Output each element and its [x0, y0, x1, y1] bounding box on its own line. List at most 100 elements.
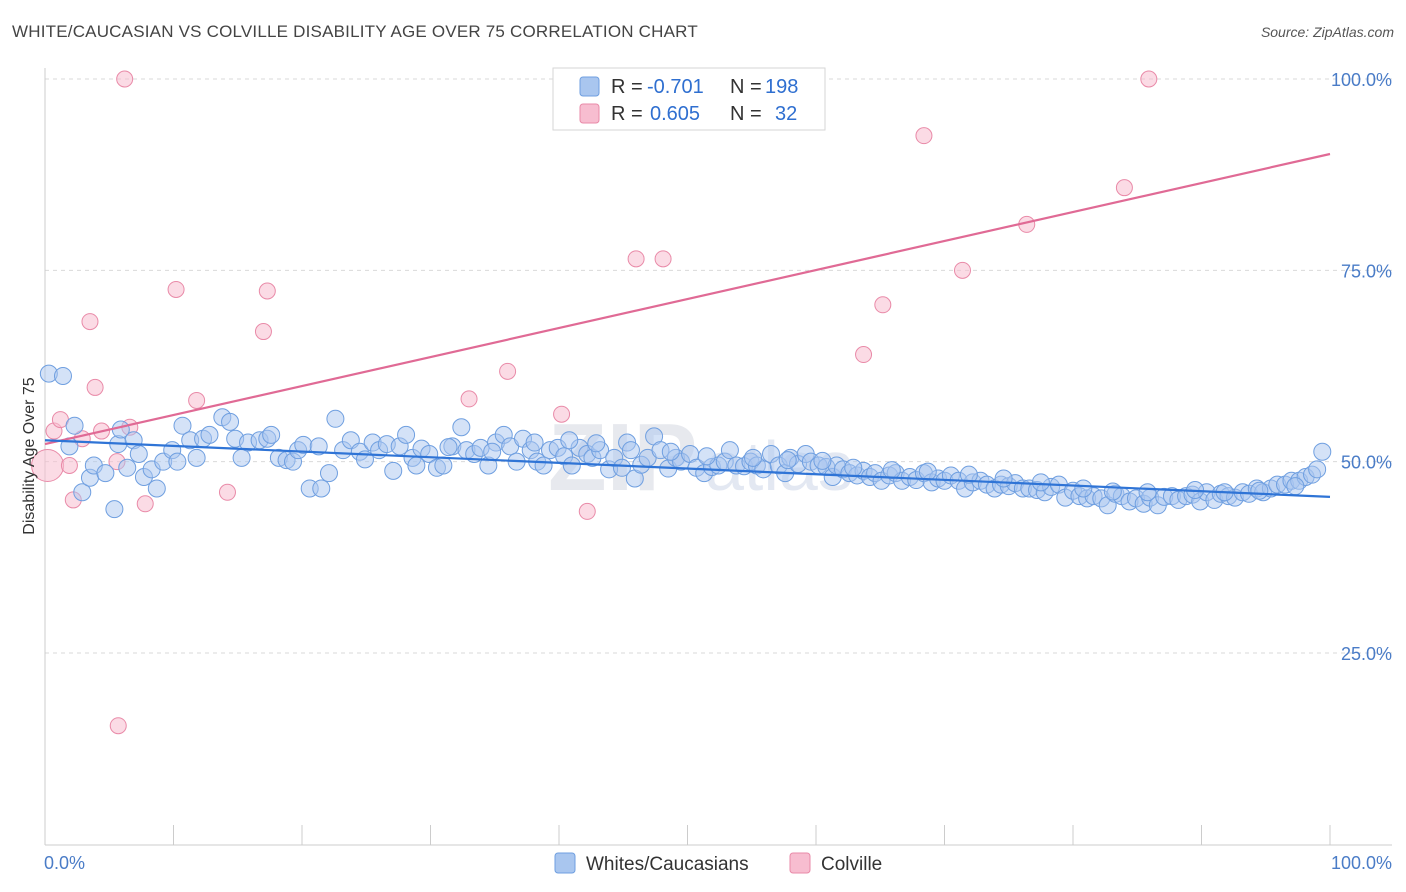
whites-point: [105, 500, 124, 519]
colville-point: [460, 390, 478, 408]
whites-point: [697, 447, 716, 466]
whites-point: [434, 456, 453, 475]
whites-point: [309, 437, 328, 456]
legend-r-value-colville: 0.605: [650, 103, 700, 125]
colville-point: [254, 323, 272, 341]
whites-point: [173, 416, 192, 435]
colville-point: [81, 313, 99, 331]
whites-point: [397, 425, 416, 444]
whites-point: [439, 438, 458, 457]
whites-point: [525, 433, 544, 452]
colville-trend-line: [44, 152, 1331, 446]
y-axis-label: Disability Age Over 75: [21, 377, 38, 535]
whites-point: [882, 461, 901, 480]
colville-point: [499, 362, 517, 380]
whites-point: [844, 458, 863, 477]
whites-point: [621, 441, 640, 460]
x-tick-label: 0.0%: [44, 853, 85, 873]
colville-point: [258, 282, 276, 300]
whites-point: [778, 451, 797, 470]
colville-point: [953, 261, 971, 279]
colville-points: [31, 70, 1158, 735]
colville-point: [578, 502, 596, 520]
colville-point: [1115, 179, 1133, 197]
series-swatch-whites: [554, 852, 576, 874]
legend-n-label-colville: N =: [730, 103, 762, 125]
legend-r-label-colville: R =: [611, 103, 643, 125]
whites-point: [534, 456, 553, 475]
legend-n-value-whites: 198: [765, 76, 798, 98]
colville-point: [627, 250, 645, 268]
whites-point: [744, 448, 763, 467]
legend-r-value-whites: -0.701: [647, 76, 704, 98]
series-swatch-colville: [789, 852, 811, 874]
grid-lines: [45, 78, 1392, 654]
whites-point: [661, 442, 680, 461]
y-tick-label: 50.0%: [1341, 453, 1392, 473]
whites-point: [319, 464, 338, 483]
whites-point: [73, 483, 92, 502]
legend-swatch-colville: [579, 103, 600, 124]
chart-title: WHITE/CAUCASIAN VS COLVILLE DISABILITY A…: [12, 22, 698, 41]
colville-point: [109, 717, 127, 735]
whites-point: [147, 479, 166, 498]
whites-point: [96, 464, 115, 483]
whites-point: [65, 416, 84, 435]
whites-points: [39, 364, 1332, 519]
colville-point: [915, 127, 933, 145]
y-tick-label: 25.0%: [1341, 644, 1392, 664]
tick-labels: 25.0% 50.0% 75.0% 100.0% 0.0% 100.0%: [44, 70, 1392, 873]
whites-point: [813, 451, 832, 470]
whites-point: [1286, 477, 1305, 496]
colville-point: [167, 280, 185, 298]
whites-point: [1313, 442, 1332, 461]
x-tick-label: 100.0%: [1331, 853, 1392, 873]
whites-point: [918, 462, 937, 481]
whites-point: [1074, 479, 1093, 498]
legend-r-label-whites: R =: [611, 76, 643, 98]
whites-point: [129, 445, 148, 464]
whites-point: [959, 465, 978, 484]
whites-point: [1103, 482, 1122, 501]
whites-point: [1308, 460, 1327, 479]
whites-point: [720, 441, 739, 460]
legend-swatch-whites: [579, 76, 600, 97]
whites-point: [587, 434, 606, 453]
colville-point: [86, 378, 104, 396]
legend-n-value-colville: 32: [775, 103, 797, 125]
colville-point: [874, 296, 892, 314]
whites-point: [118, 458, 137, 477]
correlation-legend: R = -0.701 N = 198 R = 0.605 N = 32: [552, 67, 826, 131]
whites-point: [562, 456, 581, 475]
whites-point: [1138, 483, 1157, 502]
legend-n-label-whites: N =: [730, 76, 762, 98]
colville-point: [60, 456, 78, 474]
whites-point: [1250, 481, 1269, 500]
y-tick-label: 75.0%: [1341, 261, 1392, 281]
whites-point: [53, 366, 72, 385]
y-tick-label: 100.0%: [1331, 70, 1392, 90]
whites-trend-line: [44, 439, 1331, 498]
series-legend: Whites/Caucasians Colville: [554, 852, 882, 875]
colville-point: [116, 70, 134, 88]
whites-point: [232, 448, 251, 467]
whites-point: [326, 409, 345, 428]
whites-point: [483, 442, 502, 461]
whites-point: [452, 418, 471, 437]
colville-point: [654, 250, 672, 268]
colville-point: [136, 495, 154, 513]
colville-point: [855, 346, 873, 364]
whites-point: [560, 431, 579, 450]
colville-point: [553, 405, 571, 423]
source-label: Source: ZipAtlas.com: [1260, 24, 1394, 40]
whites-point: [1031, 473, 1050, 492]
whites-point: [612, 458, 631, 477]
whites-point: [994, 469, 1013, 488]
colville-point: [218, 483, 236, 501]
series-label-colville: Colville: [821, 854, 882, 875]
series-label-whites: Whites/Caucasians: [586, 854, 749, 875]
whites-point: [168, 452, 187, 471]
trend-lines: [44, 152, 1331, 498]
whites-point: [221, 412, 240, 431]
